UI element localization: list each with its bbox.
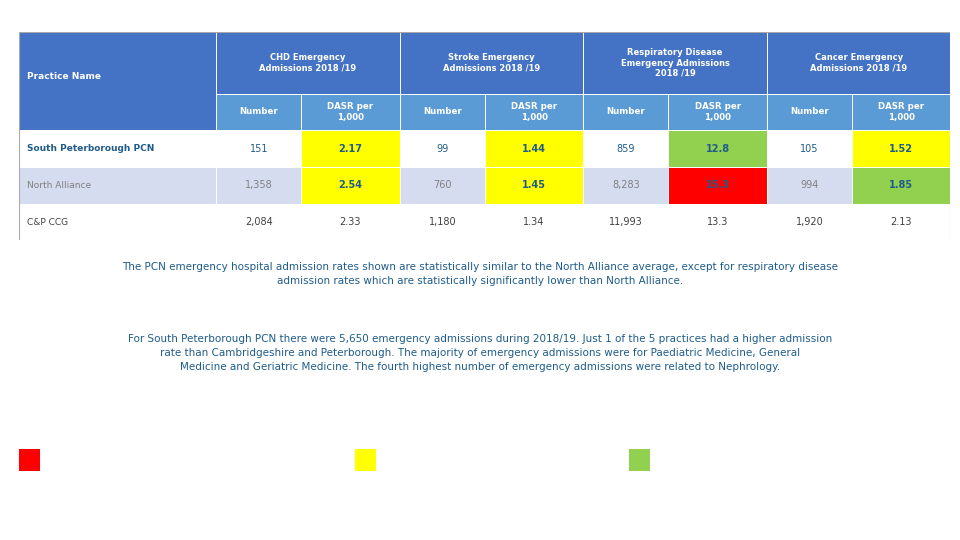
Bar [399, 130, 485, 167]
Bar [767, 94, 852, 130]
Text: 99: 99 [436, 144, 448, 153]
Text: Number: Number [239, 107, 278, 117]
Text: Practice Name: Practice Name [27, 72, 101, 81]
Bar [852, 130, 950, 167]
Text: Disease Specific Emergency Hospital Admission Rates: Disease Specific Emergency Hospital Admi… [8, 8, 470, 22]
Bar [216, 204, 301, 240]
Bar [852, 167, 950, 204]
Text: DASR per
1,000: DASR per 1,000 [511, 102, 557, 122]
Bar [19, 449, 40, 471]
Text: 2.17: 2.17 [339, 144, 363, 153]
Text: CHD Emergency
Admissions 2018 /19: CHD Emergency Admissions 2018 /19 [259, 53, 356, 73]
Bar [668, 94, 767, 130]
Text: South Peterborough PCN: South Peterborough PCN [27, 144, 154, 153]
Text: 1,358: 1,358 [245, 180, 273, 190]
Text: 760: 760 [433, 180, 451, 190]
Text: 151: 151 [250, 144, 268, 153]
Bar [485, 204, 584, 240]
Text: 2.54: 2.54 [339, 180, 363, 190]
Bar [485, 94, 584, 130]
Bar [485, 167, 584, 204]
Bar [767, 130, 852, 167]
Bar [668, 204, 767, 240]
Text: 1.44: 1.44 [522, 144, 546, 153]
Bar [216, 32, 399, 94]
Text: 8,283: 8,283 [612, 180, 639, 190]
Bar [668, 167, 767, 204]
Text: 1.52: 1.52 [889, 144, 913, 153]
Text: Cancer Emergency
Admissions 2018 /19: Cancer Emergency Admissions 2018 /19 [810, 53, 907, 73]
Bar [767, 167, 852, 204]
Text: 1,920: 1,920 [796, 217, 824, 227]
Text: statistically similar to next level in hierarchy: statistically similar to next level in h… [382, 456, 561, 464]
Bar [852, 94, 950, 130]
Bar [629, 449, 650, 471]
Bar [767, 204, 852, 240]
Text: 859: 859 [616, 144, 636, 153]
Text: 12.8: 12.8 [706, 144, 730, 153]
Bar [301, 204, 399, 240]
Bar [584, 32, 767, 94]
Text: DASR per
1,000: DASR per 1,000 [878, 102, 924, 122]
Bar [584, 94, 668, 130]
Bar [216, 130, 301, 167]
Bar [355, 449, 376, 471]
Text: DASR per
1,000: DASR per 1,000 [327, 102, 373, 122]
Text: 1.34: 1.34 [523, 217, 544, 227]
Text: For South Peterborough PCN there were 5,650 emergency admissions during 2018/19.: For South Peterborough PCN there were 5,… [128, 334, 832, 372]
Text: The PCN emergency hospital admission rates shown are statistically similar to th: The PCN emergency hospital admission rat… [122, 262, 838, 286]
Bar [767, 32, 950, 94]
Text: statistically significantly higher than next level in hierarchy: statistically significantly higher than … [46, 456, 284, 464]
Text: 2.33: 2.33 [340, 217, 361, 227]
Text: North Alliance: North Alliance [27, 181, 91, 190]
Text: Number: Number [607, 107, 645, 117]
Text: Respiratory Disease
Emergency Admissions
2018 /19: Respiratory Disease Emergency Admissions… [620, 48, 730, 78]
Bar [399, 204, 485, 240]
Bar [399, 32, 584, 94]
Text: Number: Number [423, 107, 462, 117]
Text: 13.3: 13.3 [707, 217, 729, 227]
Bar [301, 167, 399, 204]
Text: Number: Number [790, 107, 828, 117]
Bar [19, 130, 216, 167]
Bar [668, 130, 767, 167]
Text: 2.13: 2.13 [891, 217, 912, 227]
Bar [584, 167, 668, 204]
Bar [852, 204, 950, 240]
Bar [584, 204, 668, 240]
Text: statistically significantly lower than next level in hierarchy: statistically significantly lower than n… [656, 456, 890, 464]
Text: 11,993: 11,993 [609, 217, 642, 227]
Bar [584, 130, 668, 167]
Bar [19, 167, 216, 204]
Bar [216, 94, 301, 130]
Bar [485, 130, 584, 167]
Text: 994: 994 [801, 180, 819, 190]
Bar [301, 130, 399, 167]
Text: 1.85: 1.85 [889, 180, 913, 190]
Text: Stroke Emergency
Admissions 2018 /19: Stroke Emergency Admissions 2018 /19 [443, 53, 540, 73]
Text: 15.3: 15.3 [706, 180, 730, 190]
Bar [301, 94, 399, 130]
Bar [19, 204, 216, 240]
Text: 1,180: 1,180 [428, 217, 456, 227]
Text: 2,084: 2,084 [245, 217, 273, 227]
Bar [19, 32, 216, 130]
Bar [216, 167, 301, 204]
Bar [399, 94, 485, 130]
Text: DASR per
1,000: DASR per 1,000 [694, 102, 741, 122]
Text: Note: DASR = Directly age standardised rate per 1,000 population, reference popu: Note: DASR = Directly age standardised r… [10, 501, 500, 515]
Text: C&P CCG: C&P CCG [27, 218, 68, 227]
Text: 105: 105 [800, 144, 819, 153]
Bar [399, 167, 485, 204]
Text: 1.45: 1.45 [522, 180, 546, 190]
